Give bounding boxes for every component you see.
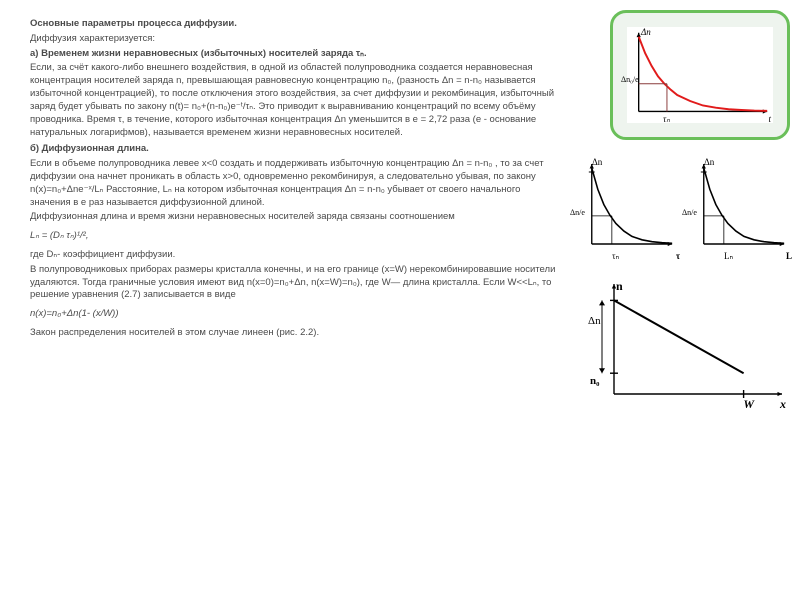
fig2l-y-mid: Δn/e (570, 208, 585, 219)
body-3: В полупроводниковых приборах размеры кри… (30, 264, 558, 302)
figure-2-left: Δn Δn/e τₙ τ (580, 158, 678, 258)
fig1-x-mid-label: τₙ (663, 113, 670, 125)
fig3-n0: n₀ (590, 374, 599, 389)
fig2l-x-end: τ (676, 250, 680, 262)
figures-column: Δn Δn₀/e τₙ t Δn Δn/e τₙ τ Δn Δn/e Lₙ L (570, 0, 800, 600)
fig2r-y-top: Δn (704, 156, 714, 168)
section-b-body1: Если в объеме полупроводника левее x<0 с… (30, 158, 558, 209)
equation-1: Lₙ = (Dₙ τₙ)¹/², (30, 230, 558, 243)
fig1-y-mid-label: Δn₀/e (621, 75, 639, 86)
fig2r-x-mid: Lₙ (724, 250, 733, 262)
section-a-body: Если, за счёт какого-либо внешнего возде… (30, 62, 558, 139)
text-column: Основные параметры процесса диффузии. Ди… (0, 0, 570, 600)
figure-3-plot: n Δn n₀ W x (590, 276, 790, 416)
section-b-head: б) Диффузионная длина. (30, 143, 558, 156)
equation-2: n(x)=n₀+Δn(1- (x/W)) (30, 308, 558, 321)
figure-2-right: Δn Δn/e Lₙ L (692, 158, 790, 258)
fig2r-y-mid: Δn/e (682, 208, 697, 219)
fig2l-y-top: Δn (592, 156, 602, 168)
fig1-x-end-label: t (768, 113, 771, 125)
fig2l-x-mid: τₙ (612, 250, 619, 262)
figure-1-frame: Δn Δn₀/e τₙ t (610, 10, 790, 140)
title: Основные параметры процесса диффузии. (30, 18, 558, 31)
fig3-dn: Δn (588, 314, 601, 329)
closing-line: Закон распределения носителей в этом слу… (30, 327, 558, 340)
figure-1-plot: Δn Δn₀/e τₙ t (627, 27, 773, 123)
intro-line: Диффузия характеризуется: (30, 33, 558, 46)
fig3-w: W (743, 396, 754, 412)
fig2r-x-end: L (786, 250, 792, 262)
equation-1-note: где Dₙ- коэффициент диффузии. (30, 249, 558, 262)
figure-2-pair: Δn Δn/e τₙ τ Δn Δn/e Lₙ L (580, 158, 790, 258)
section-b-body2: Диффузионная длина и время жизни неравно… (30, 211, 558, 224)
section-a-head: а) Временем жизни неравновесных (избыточ… (30, 48, 558, 61)
fig3-y-top: n (616, 278, 623, 294)
fig3-x-end: x (780, 396, 786, 412)
fig1-y-top-label: Δn (641, 26, 651, 38)
